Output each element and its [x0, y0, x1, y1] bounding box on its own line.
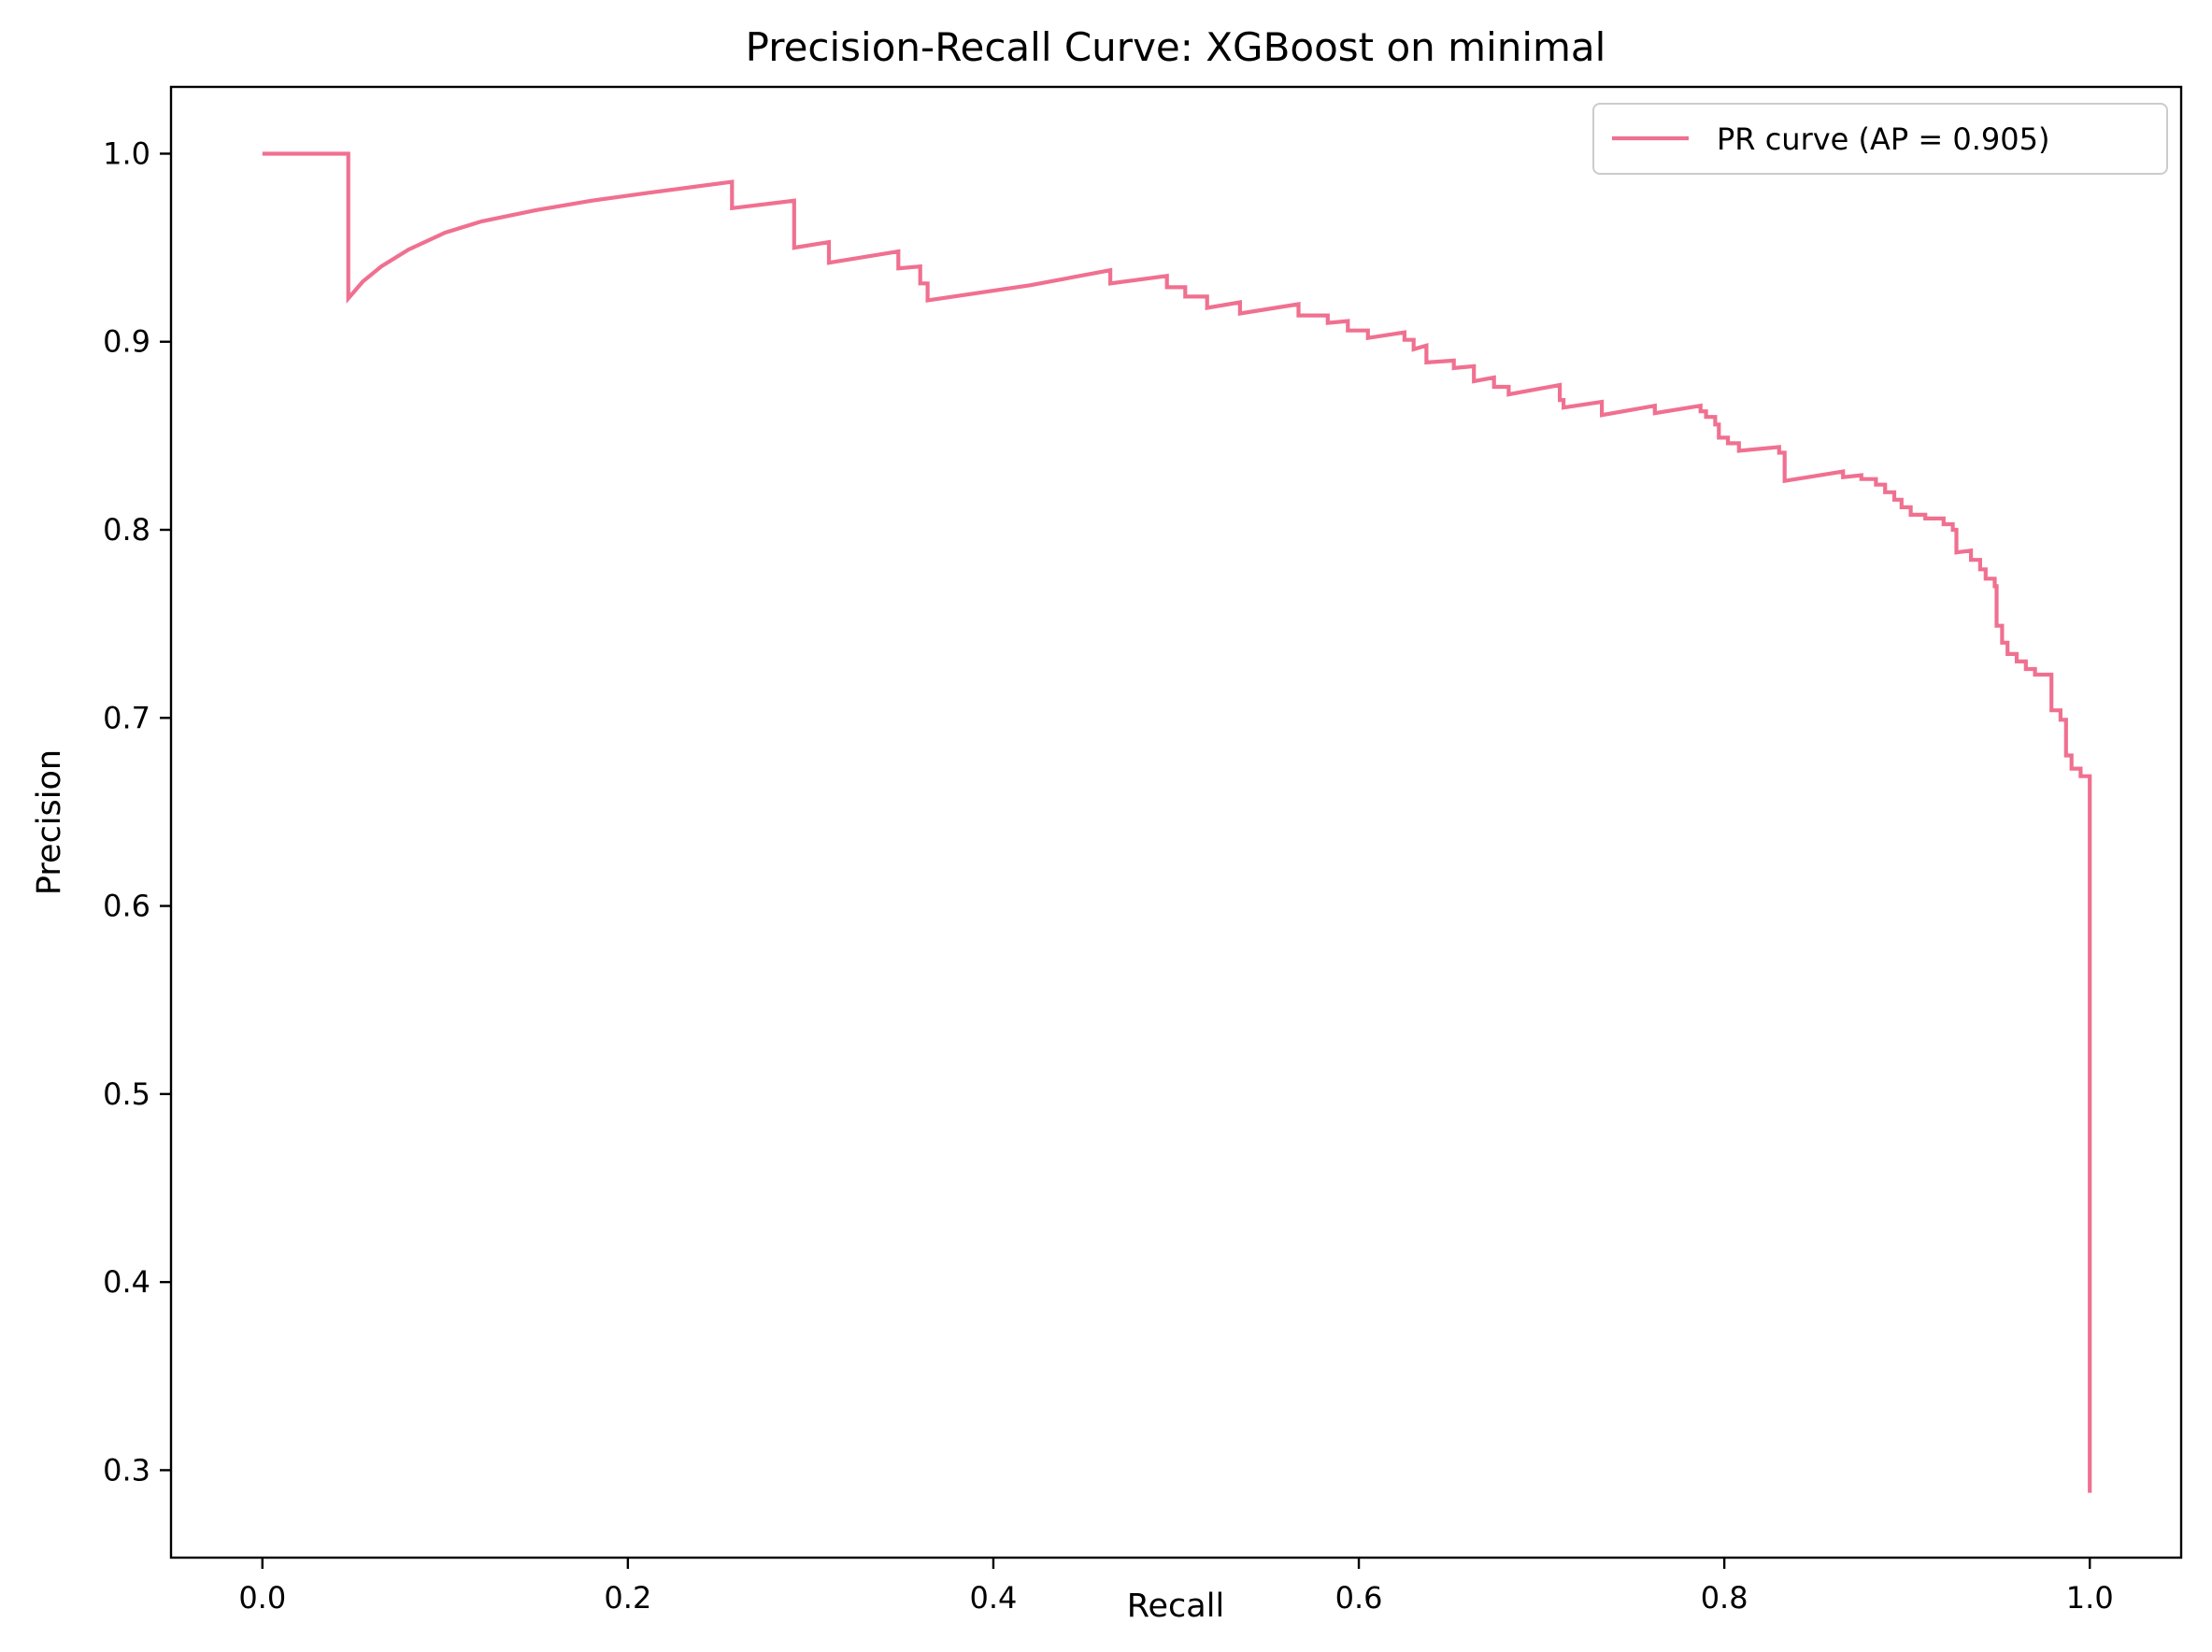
- y-tick-label: 0.8: [103, 512, 150, 548]
- y-tick-label: 0.6: [103, 889, 150, 924]
- legend-label-pr-curve: PR curve (AP = 0.905): [1717, 121, 2049, 157]
- x-axis-label: Recall: [1127, 1588, 1224, 1625]
- x-tick-label: 0.2: [604, 1580, 651, 1616]
- y-tick-label: 0.3: [103, 1452, 150, 1488]
- x-tick-label: 0.4: [970, 1580, 1018, 1616]
- y-axis-ticks: 0.3 0.4 0.5 0.6 0.7 0.8 0.9 1.0: [103, 135, 171, 1488]
- x-tick-label: 0.8: [1701, 1580, 1748, 1616]
- plot-frame: [169, 85, 2183, 1559]
- series-line-pr-curve: [262, 151, 2092, 1493]
- chart-title: Precision-Recall Curve: XGBoost on minim…: [746, 24, 1606, 70]
- x-tick-label: 1.0: [2066, 1580, 2114, 1616]
- y-tick-label: 0.9: [103, 324, 150, 360]
- y-axis-label: Precision: [31, 749, 68, 895]
- y-tick-label: 0.7: [103, 700, 150, 735]
- y-tick-label: 1.0: [103, 135, 150, 171]
- legend-frame: [1592, 103, 2168, 175]
- x-tick-label: 0.6: [1335, 1580, 1383, 1616]
- x-tick-label: 0.0: [238, 1580, 286, 1616]
- y-tick-label: 0.5: [103, 1076, 150, 1112]
- y-tick-label: 0.4: [103, 1264, 150, 1300]
- legend: PR curve (AP = 0.905): [1592, 103, 2168, 175]
- plot-area: 0.0 0.2 0.4 0.6 0.8 1.0 0.3 0.4 0.5 0.6 0.7 0.8 0.9…: [103, 85, 2183, 1616]
- x-axis-ticks: 0.0 0.2 0.4 0.6 0.8 1.0: [238, 1558, 2114, 1616]
